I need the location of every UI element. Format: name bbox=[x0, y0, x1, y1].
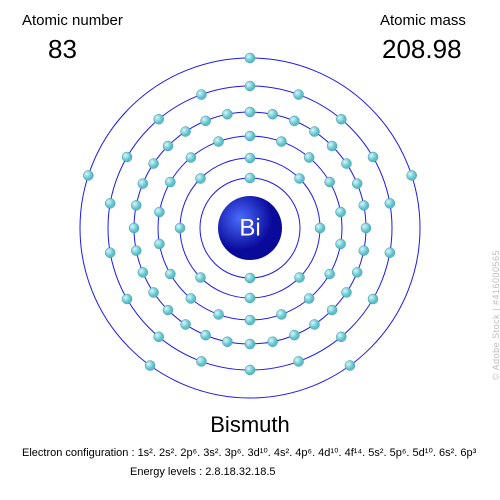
electron bbox=[196, 272, 206, 282]
electron bbox=[336, 332, 346, 342]
electron bbox=[352, 267, 362, 277]
electron bbox=[165, 177, 175, 187]
electron bbox=[131, 200, 141, 210]
electron bbox=[325, 177, 335, 187]
electron bbox=[129, 223, 139, 233]
electron bbox=[201, 116, 211, 126]
electron bbox=[315, 223, 325, 233]
atom-diagram: Bi bbox=[70, 48, 430, 408]
electron bbox=[122, 152, 132, 162]
electron bbox=[327, 141, 337, 151]
electron bbox=[276, 137, 286, 147]
electron bbox=[309, 127, 319, 137]
electron bbox=[122, 294, 132, 304]
electron bbox=[222, 109, 232, 119]
electron bbox=[245, 81, 255, 91]
electron bbox=[245, 315, 255, 325]
electron bbox=[186, 293, 196, 303]
electron bbox=[294, 356, 304, 366]
element-symbol: Bi bbox=[239, 215, 260, 242]
electron bbox=[131, 246, 141, 256]
electron bbox=[289, 116, 299, 126]
electron bbox=[327, 305, 337, 315]
electron bbox=[385, 198, 395, 208]
electron bbox=[294, 272, 304, 282]
electron bbox=[154, 239, 164, 249]
electron bbox=[341, 159, 351, 169]
watermark: © Adobe Stock | #416000565 bbox=[491, 250, 500, 380]
electron bbox=[145, 361, 155, 371]
electron bbox=[245, 53, 255, 63]
electron bbox=[304, 153, 314, 163]
electron bbox=[181, 127, 191, 137]
electron bbox=[245, 173, 255, 183]
electron bbox=[309, 319, 319, 329]
electron bbox=[149, 159, 159, 169]
electron bbox=[138, 179, 148, 189]
electron bbox=[325, 269, 335, 279]
electron bbox=[245, 131, 255, 141]
electron bbox=[201, 330, 211, 340]
electron bbox=[186, 153, 196, 163]
electron bbox=[341, 287, 351, 297]
electron bbox=[336, 207, 346, 217]
electron bbox=[304, 293, 314, 303]
atomic-number-label: Atomic number bbox=[22, 12, 123, 29]
electron bbox=[268, 109, 278, 119]
electron bbox=[368, 152, 378, 162]
electron bbox=[245, 365, 255, 375]
electron bbox=[105, 198, 115, 208]
electron bbox=[368, 294, 378, 304]
electron bbox=[276, 309, 286, 319]
electron bbox=[289, 330, 299, 340]
electron bbox=[336, 239, 346, 249]
electron bbox=[138, 267, 148, 277]
electron-configuration: Electron configuration : 1s². 2s². 2p⁶. … bbox=[22, 446, 476, 459]
electron bbox=[196, 90, 206, 100]
electron bbox=[385, 248, 395, 258]
electron bbox=[214, 309, 224, 319]
electron bbox=[294, 90, 304, 100]
electron bbox=[149, 287, 159, 297]
electron bbox=[294, 174, 304, 184]
electron bbox=[359, 200, 369, 210]
electron bbox=[196, 174, 206, 184]
electron bbox=[196, 356, 206, 366]
electron bbox=[352, 179, 362, 189]
electron bbox=[154, 114, 164, 124]
element-name: Bismuth bbox=[210, 412, 289, 438]
electron bbox=[407, 170, 417, 180]
electron bbox=[165, 269, 175, 279]
electron bbox=[245, 339, 255, 349]
electron bbox=[268, 337, 278, 347]
electron bbox=[154, 207, 164, 217]
electron bbox=[359, 246, 369, 256]
energy-levels: Energy levels : 2.8.18.32.18.5 bbox=[130, 466, 276, 478]
atomic-mass-label: Atomic mass bbox=[380, 12, 466, 29]
electron bbox=[175, 223, 185, 233]
electron bbox=[245, 153, 255, 163]
electron bbox=[345, 361, 355, 371]
electron bbox=[163, 305, 173, 315]
electron bbox=[361, 223, 371, 233]
electron bbox=[245, 293, 255, 303]
electron bbox=[105, 248, 115, 258]
electron bbox=[245, 273, 255, 283]
electron bbox=[222, 337, 232, 347]
electron bbox=[154, 332, 164, 342]
electron bbox=[181, 319, 191, 329]
electron bbox=[83, 170, 93, 180]
electron bbox=[245, 107, 255, 117]
electron bbox=[336, 114, 346, 124]
electron bbox=[163, 141, 173, 151]
electron bbox=[214, 137, 224, 147]
